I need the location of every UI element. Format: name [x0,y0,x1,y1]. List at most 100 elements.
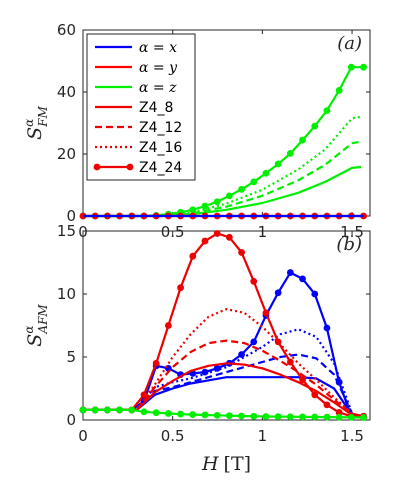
data-point [250,338,258,346]
data-point [250,278,258,285]
series-line [83,308,364,418]
series-line [83,362,363,418]
y-tick-label: 15 [57,222,76,240]
x-axis-label-var: H [201,453,219,475]
data-point [335,413,343,421]
legend-marker [93,163,101,171]
series-line [83,328,364,418]
data-point [177,410,184,418]
legend-label: Z4_8 [139,100,173,116]
data-point [238,412,245,420]
series-line [83,339,364,418]
data-point [201,202,209,210]
legend-label: Z4_12 [139,120,182,136]
y-tick-label: 10 [57,285,76,303]
data-point [274,289,282,297]
data-point [213,198,221,206]
data-point [116,406,123,414]
data-point [335,87,343,94]
series-line [83,408,364,419]
data-point [189,206,197,214]
x-tick-label: 1 [258,427,268,445]
data-point [238,185,245,193]
axes-box [82,230,371,421]
data-point [225,233,233,241]
data-point [347,63,355,71]
data-point [250,412,258,420]
data-point [164,322,172,329]
data-point [299,413,306,421]
x-tick-label: 0.5 [161,427,185,445]
data-point [311,391,319,399]
legend-marker [126,163,134,171]
data-point [128,406,136,414]
data-point [262,413,270,420]
data-point [238,249,245,256]
data-point [201,411,209,419]
data-point [360,414,367,421]
x-tick-label: 0 [78,427,88,445]
legend-label: Z4_16 [139,140,182,156]
data-point [299,136,306,144]
data-point [323,401,331,409]
y-axis-label: SαAFM [22,304,50,347]
data-point [360,63,367,71]
data-point [274,413,282,420]
data-point [311,122,319,130]
data-point [360,212,367,220]
data-point [189,411,197,418]
data-point [79,406,87,414]
y-tick-label: 20 [57,145,76,163]
series-line [83,376,363,418]
legend-label: α = z [139,80,177,96]
data-point [213,411,221,419]
data-point [286,149,294,157]
data-point [299,275,306,283]
y-tick-label: 40 [57,83,76,101]
x-axis-label: H [T] [201,453,251,475]
x-tick-label: 1.5 [340,427,364,445]
data-point [201,237,209,245]
data-point [238,351,245,358]
data-point [286,413,294,421]
legend-label: Z4_24 [139,160,182,176]
y-axis-label-sub: FM [36,105,50,127]
data-point [347,413,355,421]
data-point [323,324,331,332]
data-point [299,376,306,384]
data-point [225,412,233,420]
data-point [311,413,319,421]
panel-label: (b) [336,234,362,255]
data-point [91,406,99,414]
data-point [164,410,172,417]
data-point [225,192,233,200]
y-tick-label: 0 [66,207,76,225]
data-point [103,406,111,414]
data-point [201,368,209,376]
x-axis-label-unit: [T] [224,453,252,475]
data-point [140,391,148,399]
y-axis-label-base: S [24,334,46,347]
data-point [213,230,221,237]
y-axis-label-sub: AFM [36,304,50,335]
data-point [311,290,319,298]
data-point [177,284,184,292]
data-point [323,107,331,114]
data-point [286,269,294,276]
data-point [274,160,282,168]
legend-label: α = y [139,60,178,76]
data-point [189,252,197,260]
data-point [140,408,148,416]
data-point [335,409,343,416]
legend: α = x α = y α = z Z4_8 Z4_12 Z4_16 Z4_24 [86,33,196,181]
panel-b: 0 0.5 1 1.5 0 5 10 15 (b) SαAFM H [T] [22,222,371,475]
y-tick-label: 0 [66,411,76,429]
data-point [152,359,160,367]
panel-label: (a) [337,33,362,54]
legend-label: α = x [139,40,177,56]
y-axis-label: SαFM [22,105,50,139]
series-group [79,63,367,220]
y-axis-label-sup: α [22,326,36,334]
